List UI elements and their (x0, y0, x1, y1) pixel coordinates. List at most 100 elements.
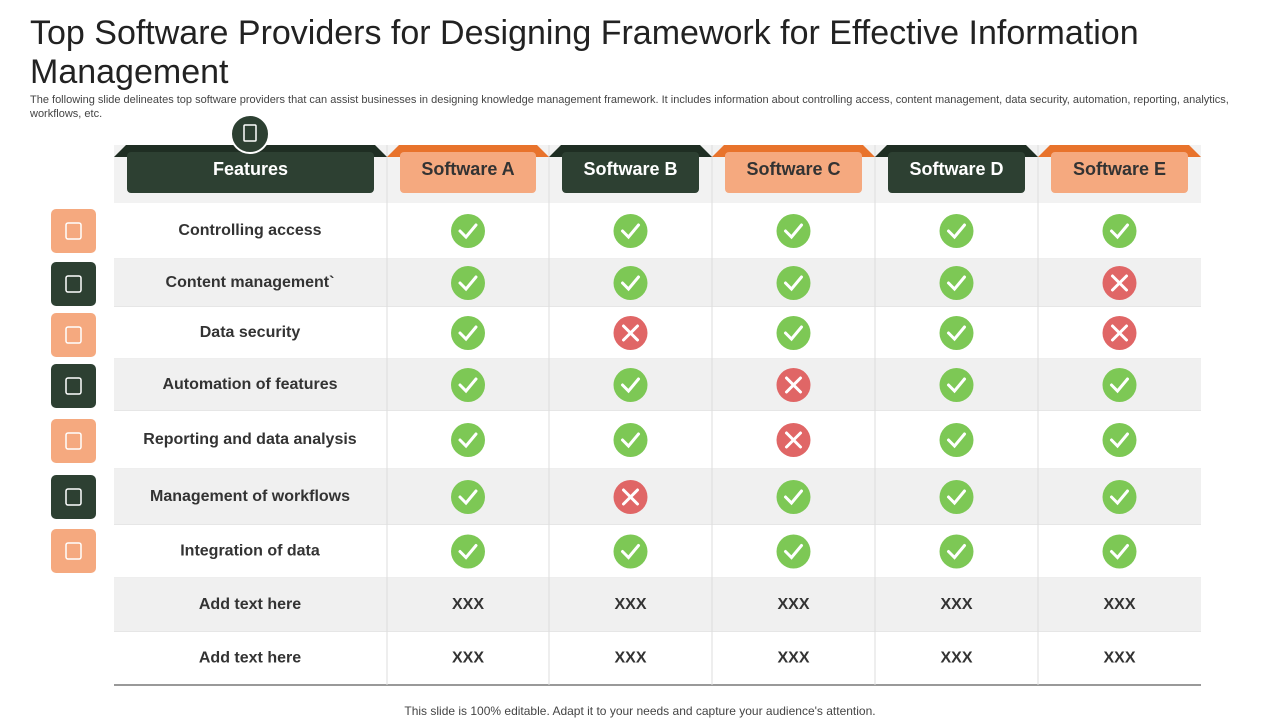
row-bg (114, 203, 1201, 259)
icon-glyph (621, 544, 640, 560)
icon-circle (939, 316, 974, 350)
icon-circle (776, 316, 811, 350)
check-icon (1102, 534, 1137, 569)
icon-glyph (947, 489, 966, 506)
feature-label: Controlling access (178, 222, 321, 239)
side-icon-glyph (65, 222, 82, 240)
row-bg (114, 578, 1201, 632)
check-icon (776, 266, 811, 300)
icon-glyph (784, 544, 803, 560)
tab (1051, 152, 1188, 193)
icon-glyph (947, 325, 966, 342)
cell-text: XXX (452, 596, 484, 613)
icon-glyph (1110, 544, 1129, 560)
check-icon (939, 316, 974, 350)
row-bg (114, 307, 1201, 359)
side-icon (51, 209, 96, 253)
icon-glyph (458, 223, 478, 240)
cross-icon (776, 423, 811, 457)
icon-glyph (1110, 489, 1129, 506)
feature-label: Content management` (166, 274, 335, 291)
cell-text: XXX (777, 596, 809, 613)
icon-circle (451, 423, 485, 457)
icon-circle (939, 480, 974, 514)
icon-circle (1102, 534, 1137, 569)
check-icon (1102, 214, 1137, 248)
feature-label: Add text here (199, 596, 301, 613)
row-bg (114, 469, 1201, 525)
icon-circle (230, 114, 270, 154)
cross-icon (776, 368, 811, 402)
check-icon (451, 316, 485, 350)
check-icon (613, 214, 648, 248)
check-icon (1102, 480, 1137, 514)
cell-text: XXX (1103, 650, 1135, 667)
column-header: Features (213, 159, 288, 179)
check-icon (613, 534, 648, 569)
icon-circle (939, 368, 974, 402)
feature-label: Management of workflows (150, 488, 350, 505)
icon-circle (1102, 214, 1137, 248)
check-icon (613, 266, 648, 300)
check-icon (1102, 423, 1137, 457)
icon-glyph (947, 275, 966, 292)
icon-glyph (785, 431, 802, 449)
icon-circle (451, 368, 485, 402)
check-icon (451, 480, 485, 514)
icon-glyph (458, 377, 478, 394)
icon-glyph (622, 324, 639, 342)
feature-label: Data security (200, 324, 301, 341)
footer: This slide is 100% editable. Adapt it to… (404, 704, 876, 718)
icon-circle (776, 534, 811, 569)
check-icon (776, 534, 811, 569)
icon-circle (451, 316, 485, 350)
cell-text: XXX (452, 650, 484, 667)
cell-text: XXX (1103, 596, 1135, 613)
icon-glyph (1110, 377, 1129, 394)
cell-text: XXX (614, 650, 646, 667)
icon-glyph (1111, 274, 1128, 292)
icon-circle (451, 266, 485, 300)
row-bg (114, 632, 1201, 685)
side-icon (51, 313, 96, 357)
icon-glyph (947, 544, 966, 560)
tab (888, 152, 1025, 193)
icon-shape (243, 124, 257, 142)
title: Top Software Providers for Designing Fra… (30, 14, 1139, 91)
icon-glyph (1111, 324, 1128, 342)
check-icon (939, 214, 974, 248)
icon-glyph (784, 275, 803, 292)
subtitle: The following slide delineates top softw… (30, 94, 1229, 120)
feature-label: Add text here (199, 650, 301, 667)
icon-glyph (1110, 223, 1129, 240)
check-icon (451, 266, 485, 300)
icon-circle (776, 214, 811, 248)
feature-label: Integration of data (180, 543, 320, 560)
check-icon (613, 368, 648, 402)
icon-circle (1102, 423, 1137, 457)
icon-glyph (947, 432, 966, 449)
icon-glyph (458, 544, 478, 560)
side-icon-glyph (65, 542, 82, 560)
icon-glyph (947, 223, 966, 240)
column-header: Software A (421, 159, 514, 179)
icon-glyph (458, 489, 478, 506)
cross-icon (613, 480, 648, 514)
check-icon (1102, 368, 1137, 402)
check-icon (939, 480, 974, 514)
icon-circle (1102, 368, 1137, 402)
icon-glyph (785, 376, 802, 394)
check-icon (939, 423, 974, 457)
icon-circle (613, 423, 648, 457)
row-bg (114, 525, 1201, 578)
cross-icon (613, 316, 648, 350)
icon-circle (776, 266, 811, 300)
icon-glyph (458, 432, 478, 449)
icon-circle (613, 534, 648, 569)
icon-circle (451, 214, 485, 248)
side-icon-glyph (65, 275, 82, 293)
check-icon (451, 214, 485, 248)
side-icon-glyph (65, 432, 82, 450)
icon-circle (613, 368, 648, 402)
